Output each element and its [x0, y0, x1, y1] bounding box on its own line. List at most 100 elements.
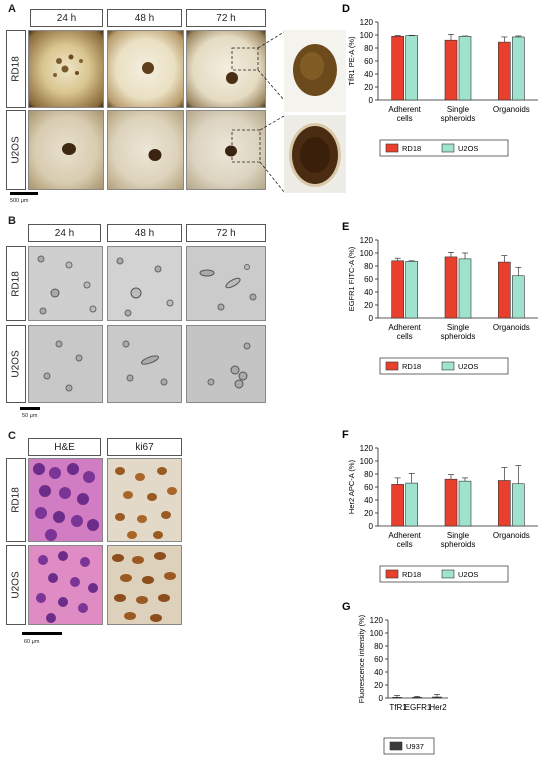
- y-tick-label: 120: [360, 236, 374, 245]
- legend-label-rd18: RD18: [402, 570, 421, 579]
- panel-c-u2os-ki67-image: [107, 545, 182, 625]
- tissue-graphic: [115, 467, 177, 539]
- panel-c-col-ki67: ki67: [107, 438, 182, 456]
- y-tick-label: 60: [364, 57, 373, 66]
- panel-c-col-he: H&E: [28, 438, 101, 456]
- legend-label-rd18: RD18: [402, 144, 421, 153]
- legend-swatch-rd18: [385, 569, 399, 579]
- y-tick-label: 20: [374, 681, 383, 690]
- panel-a-rd18-72h-image: [186, 30, 266, 108]
- tissue-graphic: [112, 552, 176, 622]
- panel-b-col-48h: 48 h: [107, 224, 182, 242]
- x-tick-label: Single: [447, 323, 470, 332]
- panel-a-scale-bar: [10, 192, 38, 195]
- legend-swatch-u2os: [441, 569, 455, 579]
- bar-u2os: [512, 483, 525, 527]
- y-tick-label: 80: [364, 262, 373, 271]
- cells-graphic: [199, 264, 257, 311]
- bar-u937: [392, 697, 402, 699]
- panel-label: E: [342, 221, 349, 233]
- legend-swatch-u2os: [441, 143, 455, 153]
- y-tick-label: 80: [374, 642, 383, 651]
- legend-label-u2os: U2OS: [458, 144, 478, 153]
- y-tick-label: 120: [370, 616, 384, 625]
- panel-a-scale-label: 500 μm: [10, 198, 29, 204]
- bar-rd18: [498, 480, 511, 527]
- y-tick-label: 0: [369, 522, 374, 531]
- tissue-graphic: [33, 463, 99, 541]
- x-tick-label: Organoids: [493, 105, 530, 114]
- cells-graphic: [122, 340, 168, 386]
- panel-c-row-rd18: RD18: [6, 458, 26, 542]
- spheroid-graphic: [148, 149, 162, 161]
- panel-b-row-u2os: U2OS: [6, 325, 26, 403]
- panel-d-chart: D 0 20 40 60 80 100 120 TfR1 PE-A (%) Adherentcel…: [342, 3, 538, 157]
- panel-a-rd18-zoom-inset: [284, 30, 346, 112]
- bar-u937: [432, 696, 442, 699]
- panel-c-label: C: [8, 430, 16, 442]
- y-tick-label: 20: [364, 83, 373, 92]
- panel-b-u2os-24h-image: [28, 325, 103, 403]
- tissue-graphic: [36, 551, 98, 623]
- panel-b-rd18-48h-image: [107, 246, 182, 321]
- panel-a-rd18-24h-image: [28, 30, 104, 108]
- panel-a-col-72h: 72 h: [186, 9, 266, 27]
- x-tick-label: Adherent: [388, 105, 421, 114]
- cells-graphic: [37, 255, 97, 315]
- cells-graphic: [116, 257, 174, 317]
- panel-c-scale-label: 60 μm: [24, 639, 40, 645]
- panel-f-chart: F 0 20 40 60 80 100 120 Her2 APC-A (%) Adherentce…: [342, 429, 538, 583]
- bar-rd18: [391, 35, 404, 101]
- y-tick-label: 60: [374, 655, 383, 664]
- bar-rd18: [444, 256, 458, 319]
- bar-rd18: [444, 478, 458, 527]
- y-axis-label: EGFR1 FITC-A (%): [347, 246, 356, 311]
- x-tick-label: Her2: [429, 703, 447, 712]
- x-tick-label: Single: [447, 105, 470, 114]
- cells-graphic: [43, 340, 83, 392]
- y-tick-label: 100: [360, 249, 374, 258]
- panel-a-row-rd18: RD18: [6, 30, 26, 108]
- panel-label: G: [342, 601, 351, 613]
- x-tick-label: Adherent: [388, 531, 421, 540]
- y-tick-label: 20: [364, 301, 373, 310]
- panel-a-col-48h: 48 h: [107, 9, 182, 27]
- y-tick-label: 80: [364, 470, 373, 479]
- panel-a-zoom-connectors: [231, 31, 285, 193]
- bar-u2os: [405, 35, 418, 101]
- y-axis-label: TfR1 PE-A (%): [347, 36, 356, 86]
- spheroid-fragments-graphic: [53, 54, 83, 77]
- bar-u2os: [512, 36, 525, 101]
- panel-a-u2os-48h-image: [107, 110, 184, 190]
- x-tick-label: TfR1: [389, 703, 407, 712]
- bar-u2os: [512, 275, 525, 319]
- panel-b-rd18-24h-image: [28, 246, 103, 321]
- x-tick-label: Organoids: [493, 531, 530, 540]
- y-tick-label: 40: [364, 288, 373, 297]
- bar-u2os: [458, 480, 472, 527]
- bar-rd18: [444, 39, 458, 101]
- panel-g-chart: G 0 20 40 60 80 100 120 Fluorescence intensity (…: [342, 601, 448, 755]
- bar-rd18: [498, 41, 511, 101]
- bar-rd18: [498, 261, 511, 319]
- spheroid-graphic: [142, 62, 154, 74]
- y-tick-label: 40: [374, 668, 383, 677]
- legend-label-u937: U937: [406, 742, 424, 751]
- y-tick-label: 0: [369, 96, 374, 105]
- cells-graphic: [207, 342, 251, 389]
- x-tick-label: cells: [397, 332, 413, 341]
- y-axis-label: Fluorescence intensity (%): [357, 614, 366, 703]
- panel-label: D: [342, 3, 350, 15]
- y-tick-label: 100: [370, 629, 384, 638]
- panel-a-u2os-72h-image: [186, 110, 266, 190]
- x-tick-label: Single: [447, 531, 470, 540]
- panel-label: F: [342, 429, 349, 441]
- panel-a-col-24h: 24 h: [30, 9, 103, 27]
- spheroid-graphic: [226, 72, 238, 84]
- x-tick-label: Adherent: [388, 323, 421, 332]
- y-tick-label: 60: [364, 275, 373, 284]
- panel-c-rd18-he-image: [28, 458, 103, 542]
- panel-e-chart: E 0 20 40 60 80 100 120 EGFR1 FITC-A (%) Adherent…: [342, 221, 538, 375]
- panel-c-scale-bar: [22, 632, 62, 635]
- x-tick-label: Organoids: [493, 323, 530, 332]
